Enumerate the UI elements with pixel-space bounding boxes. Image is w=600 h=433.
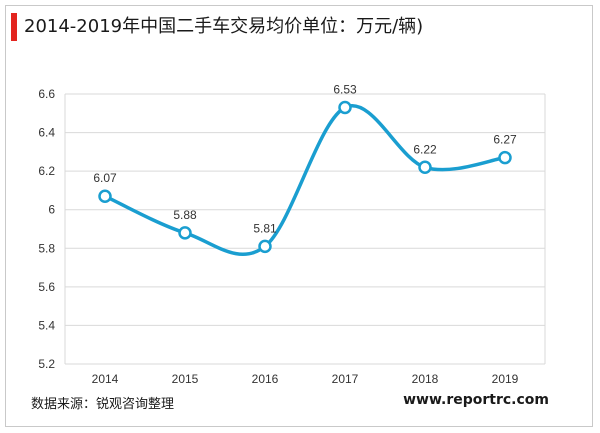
- y-tick-label: 6: [48, 203, 55, 217]
- title-accent-bar: [11, 13, 17, 41]
- data-label: 5.81: [253, 221, 277, 235]
- grid-lines: [64, 93, 546, 365]
- data-label: 6.22: [413, 142, 437, 156]
- website-link[interactable]: www.reportrc.com: [403, 392, 549, 408]
- data-labels: 6.07 5.88 5.81 6.53 6.22 6.27: [93, 83, 517, 236]
- data-point[interactable]: [418, 160, 432, 175]
- data-point[interactable]: [258, 239, 272, 254]
- data-label: 5.88: [173, 208, 197, 222]
- x-tick-label: 2018: [412, 372, 439, 386]
- source-note: 数据来源：锐观咨询整理: [31, 397, 175, 412]
- x-tick-label: 2017: [332, 372, 359, 386]
- data-point[interactable]: [178, 226, 192, 240]
- series-line: [103, 104, 507, 256]
- data-point[interactable]: [98, 189, 112, 203]
- x-tick-label: 2016: [252, 372, 279, 386]
- data-points: [98, 100, 512, 254]
- y-tick-label: 5.4: [38, 318, 55, 332]
- y-axis-ticks: 5.2 5.4 5.6 5.8 6 6.2 6.4 6.6: [38, 87, 55, 371]
- y-tick-label: 5.6: [38, 280, 55, 294]
- x-axis-ticks: 2014 2015 2016 2017 2018 2019: [92, 372, 519, 386]
- data-label: 6.27: [493, 133, 517, 147]
- chart-title: 2014-2019年中国二手车交易均价单位：万元/辆): [24, 16, 424, 37]
- chart-frame: [5, 5, 593, 427]
- y-tick-label: 5.8: [38, 241, 55, 255]
- y-tick-label: 5.2: [38, 357, 55, 371]
- y-tick-label: 6.2: [38, 164, 55, 178]
- x-tick-label: 2014: [92, 372, 119, 386]
- x-tick-label: 2019: [492, 372, 519, 386]
- y-tick-label: 6.4: [38, 126, 55, 140]
- data-label: 6.07: [93, 171, 117, 185]
- x-tick-label: 2015: [172, 372, 199, 386]
- data-label: 6.53: [333, 83, 357, 97]
- data-point[interactable]: [498, 150, 512, 165]
- data-point[interactable]: [338, 100, 352, 115]
- y-tick-label: 6.6: [38, 87, 55, 101]
